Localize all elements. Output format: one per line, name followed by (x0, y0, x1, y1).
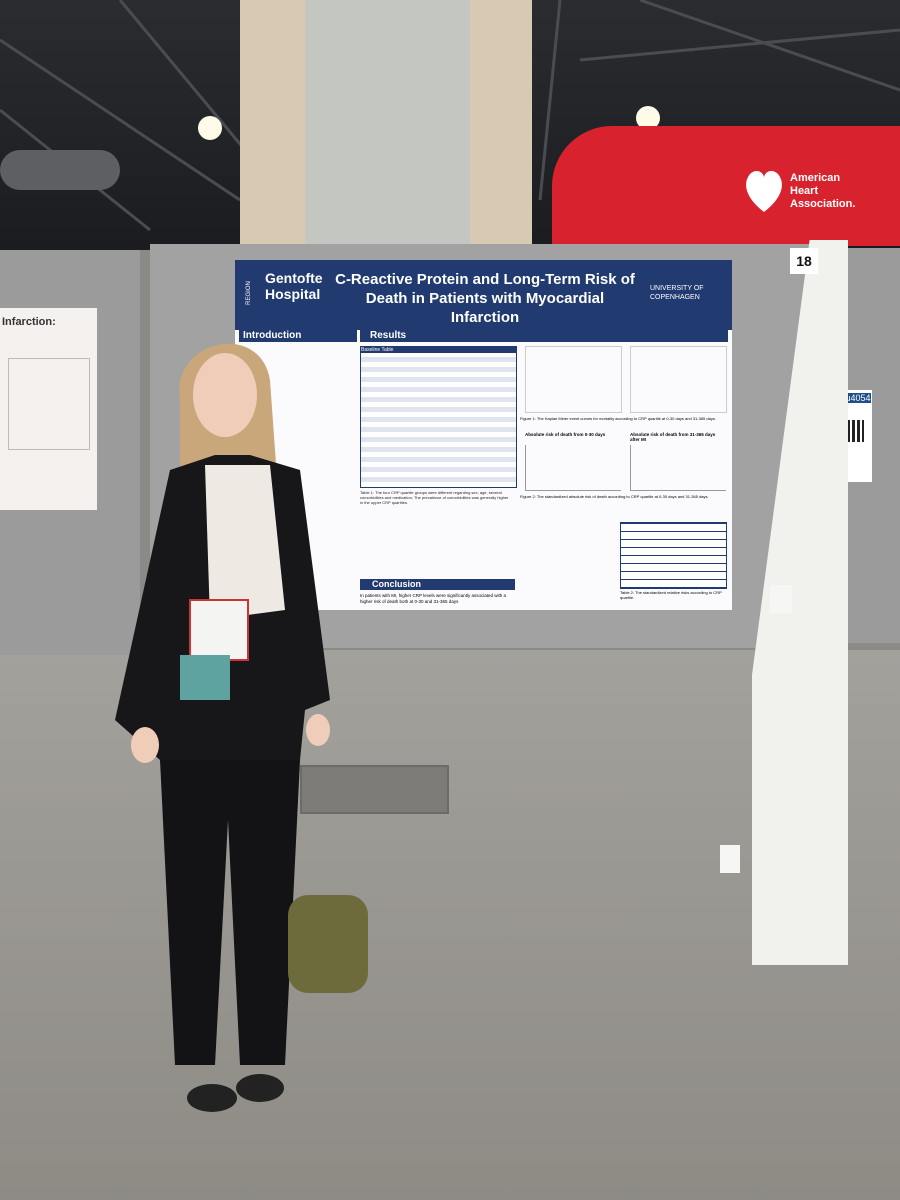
poster-header (235, 260, 732, 330)
poster-hospital: Gentofte Hospital (265, 270, 323, 302)
aha-banner (552, 126, 900, 246)
left-poster: Infarction: (0, 308, 97, 510)
chart-title: Absolute risk of death from 0-30 days (525, 432, 606, 437)
poster-title: C-Reactive Protein and Long-Term Risk of… (335, 271, 635, 326)
person (115, 343, 330, 1112)
table-caption: Table 1: The four CRP quartile groups we… (360, 490, 509, 505)
km-chart (525, 346, 622, 413)
results-header: Results (360, 330, 728, 342)
baseline-table: Baseline Table (360, 346, 517, 488)
section-title: Results (370, 330, 407, 341)
conclusion-header: Conclusion (360, 579, 515, 590)
cup (720, 845, 740, 873)
poster-region: REGION (245, 281, 252, 305)
cup (770, 585, 792, 613)
conclusion-text: In patients with MI, higher CRP levels w… (360, 593, 506, 604)
table-title: Baseline Table (361, 347, 516, 353)
intro-header: Introduction (239, 330, 357, 342)
left-poster-chart (8, 358, 90, 450)
bag (288, 895, 368, 993)
board-code: Su4054 (839, 393, 871, 403)
ceiling-trusses (0, 0, 900, 232)
floor-grate (300, 765, 449, 814)
figure-caption: Figure 1: The Kaplan Meier event curves … (520, 416, 716, 421)
aha-text: American Heart Association. (790, 172, 856, 210)
section-title: Introduction (243, 330, 302, 341)
table-caption: Table 2: The standardized relative risks… (620, 590, 722, 600)
aha-logo (746, 171, 782, 212)
booth-number: 18 (796, 253, 812, 269)
risk-chart (630, 445, 726, 491)
booth-number-sign: 18 (790, 248, 818, 274)
poster: REGION Gentofte Hospital C-Reactive Prot… (235, 260, 732, 610)
figure-caption: Figure 2: The standardized absolute risk… (520, 494, 709, 499)
risk-chart (525, 445, 621, 491)
km-chart (630, 346, 727, 413)
section-title: Conclusion (372, 579, 421, 589)
relative-risk-table (620, 522, 727, 589)
pillar-face (305, 0, 470, 250)
chart-title: Absolute risk of death from 31-365 days … (630, 432, 716, 442)
poster-university: UNIVERSITY OF COPENHAGEN (650, 285, 704, 301)
left-poster-title: Infarction: (2, 316, 56, 328)
